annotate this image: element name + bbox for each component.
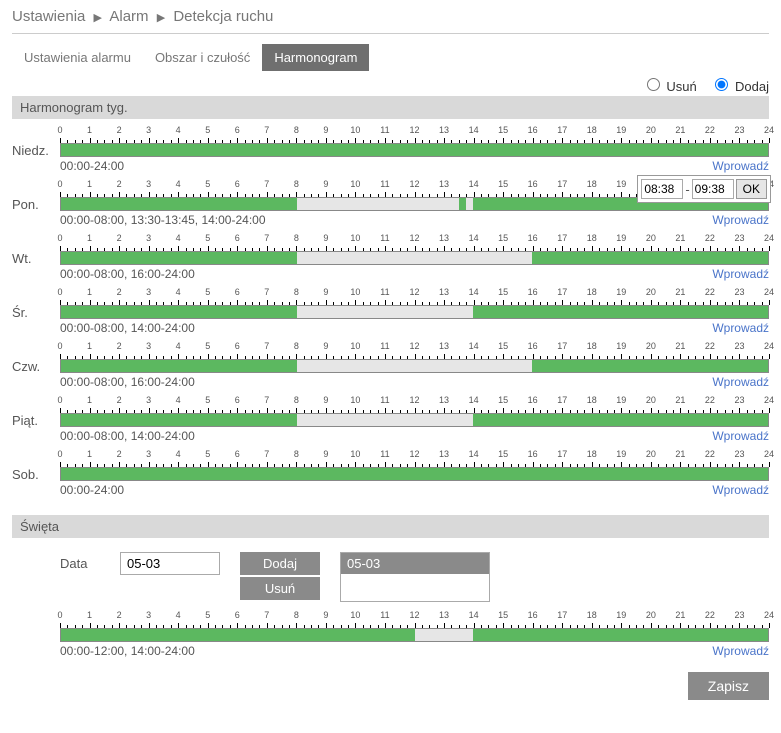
weekly-header: Harmonogram tyg. bbox=[12, 96, 769, 119]
time-bar[interactable] bbox=[60, 628, 769, 642]
hour-ruler: 0123456789101112131415161718192021222324 bbox=[60, 233, 769, 251]
time-bar[interactable] bbox=[60, 251, 769, 265]
time-segment bbox=[473, 414, 768, 426]
chevron-right-icon: ▶ bbox=[94, 12, 102, 24]
day-label: Śr. bbox=[12, 287, 60, 320]
time-segment bbox=[459, 198, 466, 210]
time-bar[interactable] bbox=[60, 359, 769, 373]
ranges-text: 00:00-08:00, 16:00-24:00 bbox=[60, 267, 195, 281]
holiday-date-item[interactable]: 05-03 bbox=[341, 553, 489, 574]
time-segment bbox=[532, 252, 768, 264]
day-label: Niedz. bbox=[12, 125, 60, 158]
enter-link[interactable]: Wprowadź bbox=[712, 429, 769, 443]
mode-radio-row: Usuń Dodaj bbox=[12, 75, 769, 94]
time-segment bbox=[61, 468, 768, 480]
tab-0[interactable]: Ustawienia alarmu bbox=[12, 44, 143, 71]
time-segment bbox=[61, 629, 415, 641]
time-to-input[interactable] bbox=[692, 179, 734, 199]
save-button[interactable]: Zapisz bbox=[688, 672, 769, 700]
time-from-input[interactable] bbox=[641, 179, 683, 199]
time-segment bbox=[532, 360, 768, 372]
hour-ruler: 0123456789101112131415161718192021222324 bbox=[60, 125, 769, 143]
time-segment bbox=[61, 306, 297, 318]
time-segment bbox=[61, 360, 297, 372]
dash: - bbox=[685, 182, 689, 197]
time-segment bbox=[61, 252, 297, 264]
date-input[interactable] bbox=[120, 552, 220, 575]
enter-link[interactable]: Wprowadź bbox=[712, 644, 769, 658]
enter-link[interactable]: Wprowadź bbox=[712, 213, 769, 227]
ranges-text: 00:00-08:00, 14:00-24:00 bbox=[60, 321, 195, 335]
time-bar[interactable] bbox=[60, 413, 769, 427]
enter-link[interactable]: Wprowadź bbox=[712, 267, 769, 281]
time-segment bbox=[61, 144, 768, 156]
hour-ruler: 0123456789101112131415161718192021222324 bbox=[60, 341, 769, 359]
enter-link[interactable]: Wprowadź bbox=[712, 321, 769, 335]
hour-ruler: 0123456789101112131415161718192021222324 bbox=[60, 449, 769, 467]
enter-link[interactable]: Wprowadź bbox=[712, 483, 769, 497]
holiday-add-button[interactable]: Dodaj bbox=[240, 552, 320, 575]
chevron-right-icon: ▶ bbox=[157, 12, 165, 24]
ranges-text: 00:00-24:00 bbox=[60, 159, 124, 173]
time-bar[interactable] bbox=[60, 467, 769, 481]
tab-2[interactable]: Harmonogram bbox=[262, 44, 369, 71]
day-label: Pon. bbox=[12, 179, 60, 212]
radio-add[interactable]: Dodaj bbox=[710, 79, 769, 94]
time-bar[interactable] bbox=[60, 305, 769, 319]
hour-ruler: 0123456789101112131415161718192021222324 bbox=[60, 287, 769, 305]
crumb-0: Ustawienia bbox=[12, 8, 85, 25]
hour-ruler: 0123456789101112131415161718192021222324 bbox=[60, 395, 769, 413]
breadcrumb: Ustawienia ▶ Alarm ▶ Detekcja ruchu bbox=[12, 8, 769, 25]
day-label: Wt. bbox=[12, 233, 60, 266]
crumb-1: Alarm bbox=[109, 8, 148, 25]
day-label: Sob. bbox=[12, 449, 60, 482]
crumb-2: Detekcja ruchu bbox=[173, 8, 273, 25]
time-segment bbox=[61, 198, 297, 210]
day-label: Piąt. bbox=[12, 395, 60, 428]
holiday-date-list[interactable]: 05-03 bbox=[340, 552, 490, 602]
time-edit-popup: - OK bbox=[637, 175, 771, 203]
tab-1[interactable]: Obszar i czułość bbox=[143, 44, 262, 71]
ranges-text: 00:00-08:00, 14:00-24:00 bbox=[60, 429, 195, 443]
tabs: Ustawienia alarmuObszar i czułośćHarmono… bbox=[12, 44, 769, 71]
date-label: Data bbox=[60, 552, 100, 571]
ranges-text: 00:00-08:00, 16:00-24:00 bbox=[60, 375, 195, 389]
radio-remove[interactable]: Usuń bbox=[642, 79, 697, 94]
hour-ruler: 0123456789101112131415161718192021222324 bbox=[60, 610, 769, 628]
ranges-text: 00:00-08:00, 13:30-13:45, 14:00-24:00 bbox=[60, 213, 266, 227]
ranges-text: 00:00-24:00 bbox=[60, 483, 124, 497]
time-bar[interactable] bbox=[60, 143, 769, 157]
divider bbox=[12, 33, 769, 34]
time-segment bbox=[61, 414, 297, 426]
day-label: Czw. bbox=[12, 341, 60, 374]
time-segment bbox=[473, 629, 768, 641]
holidays-header: Święta bbox=[12, 515, 769, 538]
enter-link[interactable]: Wprowadź bbox=[712, 159, 769, 173]
ranges-text: 00:00-12:00, 14:00-24:00 bbox=[60, 644, 195, 658]
holiday-remove-button[interactable]: Usuń bbox=[240, 577, 320, 600]
enter-link[interactable]: Wprowadź bbox=[712, 375, 769, 389]
time-segment bbox=[473, 306, 768, 318]
time-ok-button[interactable]: OK bbox=[736, 179, 767, 199]
